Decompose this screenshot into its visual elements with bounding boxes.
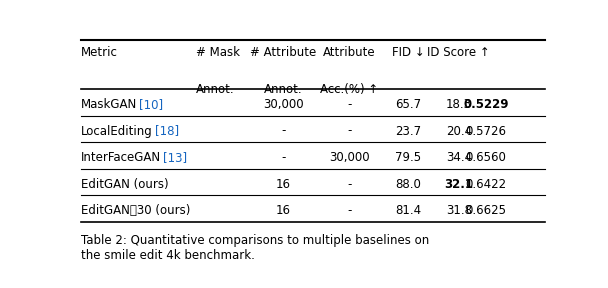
Text: 30,000: 30,000 (329, 151, 370, 164)
Text: Metric: Metric (81, 46, 117, 59)
Text: 0.6560: 0.6560 (466, 151, 506, 164)
Text: Annot.: Annot. (264, 83, 303, 96)
Text: LocalEditing: LocalEditing (81, 124, 153, 138)
Text: Annot.: Annot. (196, 83, 235, 96)
Text: ID Score ↑: ID Score ↑ (427, 46, 490, 59)
Text: -: - (347, 124, 351, 138)
Text: -: - (347, 98, 351, 111)
Text: # Mask: # Mask (196, 46, 240, 59)
Text: Attribute: Attribute (323, 46, 376, 59)
Text: FID ↓: FID ↓ (392, 46, 424, 59)
Text: InterFaceGAN: InterFaceGAN (81, 151, 161, 164)
Text: 0.6625: 0.6625 (466, 204, 506, 217)
Text: EditGAN (ours): EditGAN (ours) (81, 178, 168, 191)
Text: EditGAN⁳30 (ours): EditGAN⁳30 (ours) (81, 204, 190, 217)
Text: -: - (281, 124, 286, 138)
Text: MaskGAN: MaskGAN (81, 98, 137, 111)
Text: 16: 16 (276, 178, 291, 191)
Text: [13]: [13] (163, 151, 187, 164)
Text: 34.4: 34.4 (446, 151, 472, 164)
Text: 81.4: 81.4 (395, 204, 421, 217)
Text: 18.3: 18.3 (446, 98, 472, 111)
Text: 16: 16 (276, 204, 291, 217)
Text: -: - (347, 178, 351, 191)
Text: 20.4: 20.4 (446, 124, 472, 138)
Text: 0.5726: 0.5726 (466, 124, 506, 138)
Text: [18]: [18] (155, 124, 179, 138)
Text: 32.1: 32.1 (444, 178, 474, 191)
Text: # Attribute: # Attribute (250, 46, 316, 59)
Text: Table 2: Quantitative comparisons to multiple baselines on
the smile edit 4k ben: Table 2: Quantitative comparisons to mul… (81, 234, 429, 262)
Text: -: - (347, 204, 351, 217)
Text: 30,000: 30,000 (263, 98, 303, 111)
Text: 79.5: 79.5 (395, 151, 421, 164)
Text: Acc.(%) ↑: Acc.(%) ↑ (320, 83, 378, 96)
Text: 23.7: 23.7 (395, 124, 421, 138)
Text: 0.6422: 0.6422 (465, 178, 506, 191)
Text: 65.7: 65.7 (395, 98, 421, 111)
Text: [10]: [10] (139, 98, 164, 111)
Text: -: - (281, 151, 286, 164)
Text: 0.5229: 0.5229 (463, 98, 509, 111)
Text: 31.8: 31.8 (446, 204, 472, 217)
Text: 88.0: 88.0 (395, 178, 421, 191)
